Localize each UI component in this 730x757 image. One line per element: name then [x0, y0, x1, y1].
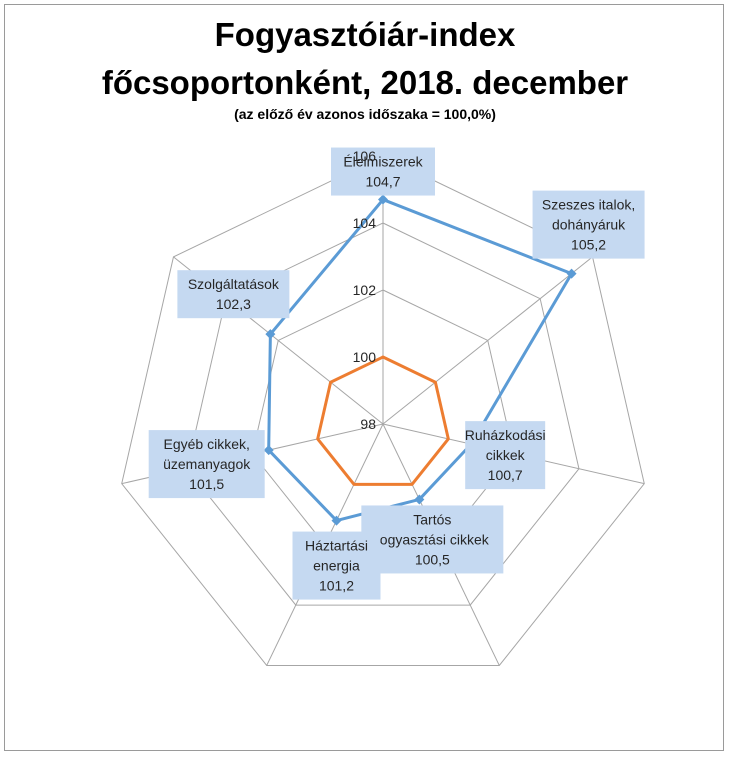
data-label-box — [361, 505, 504, 574]
data-label: Szolgáltatások 102,3 — [177, 270, 290, 319]
data-label: Szeszes italok, dohányáruk 105,2 — [532, 190, 645, 259]
data-label: Háztartási energia 101,2 — [292, 531, 381, 600]
data-label-category: üzemanyagok — [163, 456, 251, 472]
tick-label: 106 — [353, 148, 377, 164]
data-label: Ruházkodási cikkek 100,7 — [465, 421, 546, 490]
data-label: Egyéb cikkek, üzemanyagok 101,5 — [148, 430, 265, 499]
data-label-box — [292, 531, 381, 600]
chart-subtitle: (az előző év azonos időszaka = 100,0%) — [234, 106, 496, 122]
data-point — [263, 445, 274, 456]
chart-title-line2: főcsoportonként, 2018. december — [101, 64, 629, 101]
data-point — [378, 194, 388, 205]
data-label-category: cikkek — [486, 447, 526, 463]
data-label-value: 101,5 — [189, 476, 224, 492]
data-label-value: 100,7 — [488, 467, 523, 483]
chart-title-line1: Fogyasztóiár-index — [214, 16, 516, 53]
data-label-category: Háztartási — [305, 538, 368, 554]
data-label-box — [148, 430, 265, 499]
tick-label: 100 — [353, 349, 377, 365]
data-label: Élelmiszerek 104,7 — [331, 147, 435, 196]
data-point — [331, 515, 342, 526]
data-label-category: dohányáruk — [552, 217, 626, 233]
data-point — [265, 329, 276, 340]
tick-label: 98 — [360, 416, 376, 432]
series-line — [316, 355, 450, 486]
data-label-category: fogyasztási cikkek — [376, 531, 490, 547]
data-label-category: Szeszes italok, — [542, 197, 635, 213]
data-label: Tartós fogyasztási cikkek 100,5 — [361, 505, 504, 574]
data-label-value: 102,3 — [216, 296, 251, 312]
data-label-category: Élelmiszerek — [343, 154, 423, 170]
data-label-value: 100,5 — [415, 551, 450, 567]
tick-label: 104 — [353, 215, 377, 231]
chart-frame — [4, 4, 724, 751]
data-label-box — [465, 421, 546, 490]
data-label-category: Ruházkodási — [465, 427, 546, 443]
grid-ring — [121, 155, 645, 666]
tick-label: 102 — [353, 282, 377, 298]
data-labels: Élelmiszerek 104,7 Szeszes italok, dohányár… — [148, 147, 645, 600]
data-label-category: energia — [313, 558, 360, 574]
spoke-line — [382, 256, 593, 425]
data-label-category: Szolgáltatások — [188, 276, 280, 292]
data-label-value: 101,2 — [319, 578, 354, 594]
data-label-value: 105,2 — [571, 237, 606, 253]
grid-ring — [186, 222, 580, 606]
data-label-category: Egyéb cikkek, — [164, 436, 250, 452]
data-label-box — [177, 270, 290, 319]
data-point — [566, 268, 577, 279]
radial-tick-labels: 98 100 102 104 106 — [353, 148, 377, 432]
data-label-box — [331, 147, 435, 196]
data-label-value: 104,7 — [365, 174, 400, 190]
data-label-box — [532, 190, 645, 259]
data-label-category: Tartós — [413, 511, 451, 527]
data-point — [414, 494, 425, 505]
